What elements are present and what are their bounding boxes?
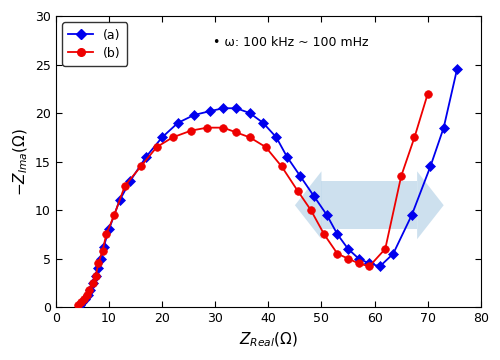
X-axis label: $Z_{Real}(\Omega)$: $Z_{Real}(\Omega)$ [239, 330, 298, 349]
Polygon shape [295, 171, 322, 239]
Polygon shape [417, 171, 444, 239]
Text: • ω: 100 kHz ~ 100 mHz: • ω: 100 kHz ~ 100 mHz [213, 36, 368, 49]
Y-axis label: $-Z_{Ima}(\Omega)$: $-Z_{Ima}(\Omega)$ [11, 127, 30, 195]
Legend: (a), (b): (a), (b) [62, 22, 127, 66]
Polygon shape [322, 181, 417, 229]
